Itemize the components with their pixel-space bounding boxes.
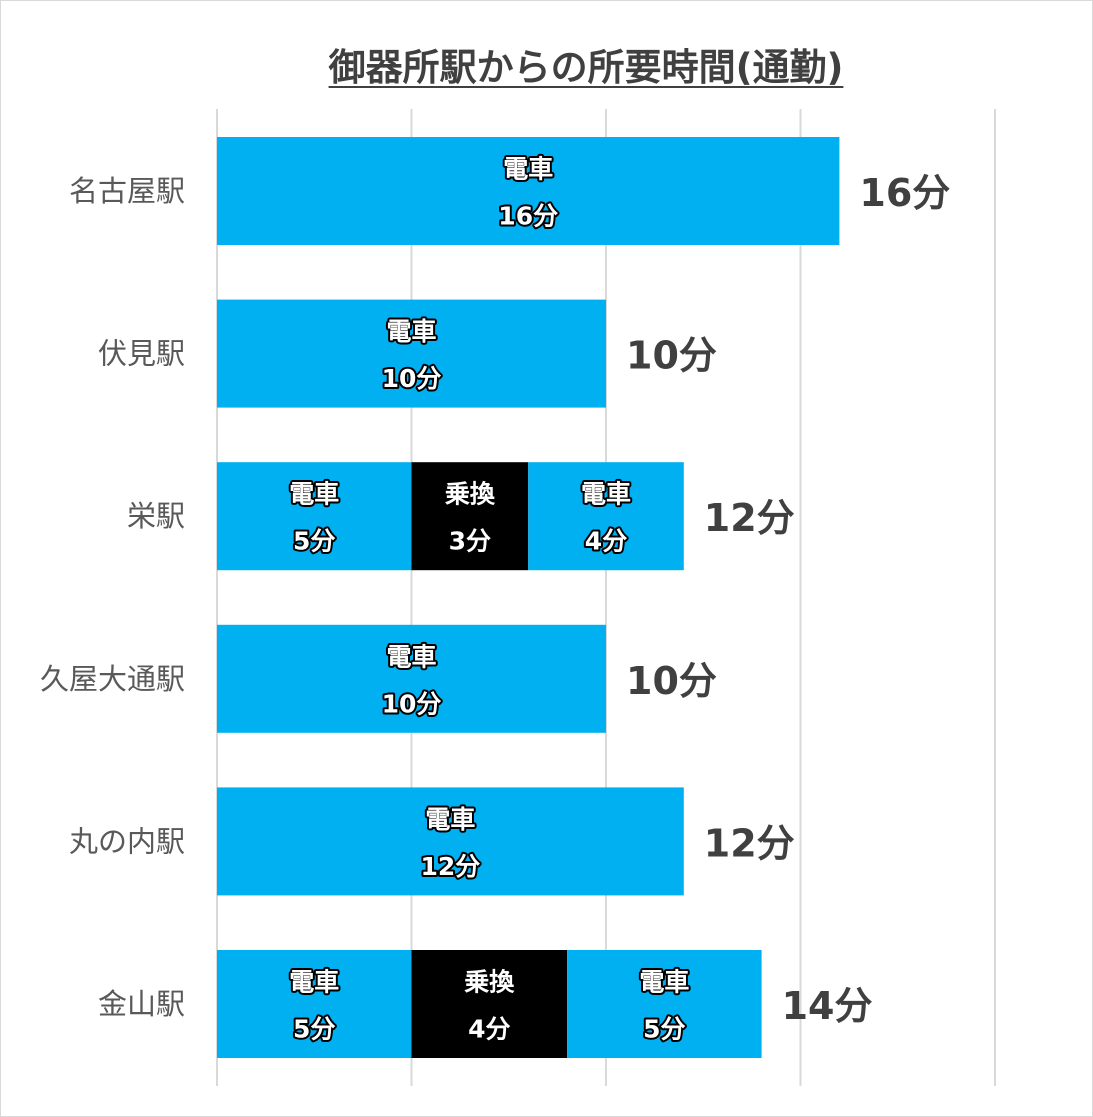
category-label: 名古屋駅 xyxy=(69,174,185,208)
segment-mode-label: 電車 xyxy=(386,317,436,346)
segment-mode-label: 乗換 xyxy=(445,480,496,509)
segment-mode-label: 電車 xyxy=(581,480,631,509)
bar-segment xyxy=(217,299,606,408)
segment-value-label: 12分 xyxy=(421,852,481,881)
bar-segment xyxy=(217,787,684,896)
bar-segment xyxy=(411,950,568,1058)
total-label: 14分 xyxy=(782,984,873,1028)
segment-value-label: 10分 xyxy=(382,364,442,393)
bar-segment xyxy=(217,462,412,571)
category-label: 伏見駅 xyxy=(98,337,185,371)
gridlines xyxy=(216,109,996,1086)
total-label: 16分 xyxy=(859,171,950,215)
segment-value-label: 5分 xyxy=(643,1015,685,1044)
total-labels: 16分 10分 12分 10分 12分 14分 xyxy=(626,171,950,1028)
bar-segment xyxy=(567,950,762,1058)
segment-mode-label: 電車 xyxy=(386,642,436,671)
segment-value-label: 4分 xyxy=(585,527,627,556)
category-label: 丸の内駅 xyxy=(69,824,185,858)
segment-mode-label: 乗換 xyxy=(464,968,515,997)
category-label: 金山駅 xyxy=(98,987,185,1021)
total-label: 12分 xyxy=(704,496,795,540)
bar-segment xyxy=(528,462,684,571)
segment-mode-label: 電車 xyxy=(425,805,475,834)
bar-segment xyxy=(217,137,840,245)
segment-value-label: 4分 xyxy=(468,1015,510,1044)
category-label: 栄駅 xyxy=(127,499,185,533)
bar-segment xyxy=(217,950,412,1058)
segment-value-label: 16分 xyxy=(498,202,558,231)
bar-segment xyxy=(411,462,529,571)
chart-title: 御器所駅からの所要時間(通勤) xyxy=(328,46,844,89)
total-label: 10分 xyxy=(626,334,717,378)
total-label: 10分 xyxy=(626,659,717,703)
segment-mode-label: 電車 xyxy=(289,480,339,509)
segment-value-label: 3分 xyxy=(449,527,491,556)
segment-mode-label: 電車 xyxy=(503,155,553,184)
bars: 電車16分電車10分電車5分乗換3分電車4分電車10分電車12分電車5分乗換4分… xyxy=(217,137,840,1058)
segment-mode-label: 電車 xyxy=(289,968,339,997)
segment-value-label: 10分 xyxy=(382,689,442,718)
segment-value-label: 5分 xyxy=(293,527,335,556)
segment-value-label: 5分 xyxy=(293,1015,335,1044)
total-label: 12分 xyxy=(704,821,795,865)
bar-segment xyxy=(217,624,606,733)
segment-mode-label: 電車 xyxy=(639,968,689,997)
category-label: 久屋大通駅 xyxy=(40,662,185,696)
